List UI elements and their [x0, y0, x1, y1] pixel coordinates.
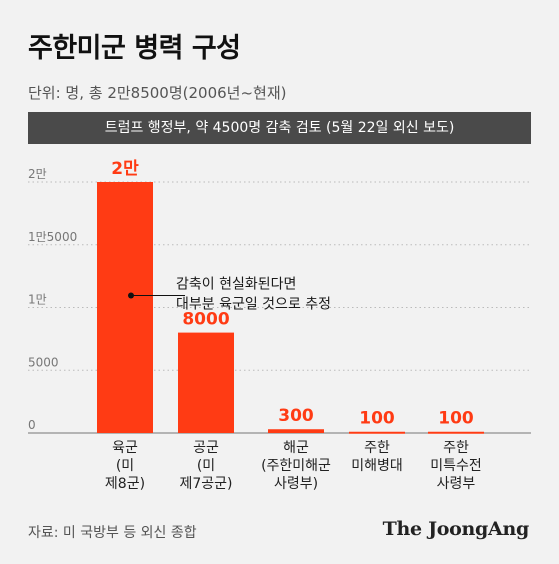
- x-tick-label: (미: [197, 458, 215, 474]
- bar: [428, 431, 484, 434]
- x-tick-label: 공군: [193, 440, 219, 456]
- bar: [268, 429, 324, 433]
- x-tick-label: (주한미해군: [261, 458, 331, 474]
- chart-title: 주한미군 병력 구성: [28, 33, 241, 64]
- data-label: 100: [438, 409, 474, 429]
- y-tick-label: 0: [28, 418, 36, 432]
- x-tick-label: 사령부: [437, 476, 476, 492]
- x-tick-label: 미해병대: [351, 458, 403, 474]
- annotation-text: 감축이 현실화된다면: [176, 277, 296, 293]
- headline-banner: 트럼프 행정부, 약 4500명 감축 검토 (5월 22일 외신 보도): [28, 112, 531, 144]
- source-note: 자료: 미 국방부 등 외신 종합: [28, 525, 197, 541]
- bar: [178, 332, 234, 433]
- y-tick-label: 1만5000: [28, 230, 77, 244]
- data-label: 2만: [111, 159, 139, 179]
- data-label: 100: [359, 409, 395, 429]
- bar: [349, 431, 405, 434]
- x-tick-label: 미특수전: [430, 458, 482, 474]
- data-label: 8000: [182, 310, 229, 330]
- bar: [97, 182, 153, 433]
- x-tick-label: (미: [116, 458, 134, 474]
- y-tick-label: 1만: [28, 293, 47, 307]
- x-tick-label: 해군: [283, 440, 309, 456]
- x-tick-label: 사령부): [274, 476, 318, 492]
- x-tick-label: 육군: [112, 440, 138, 456]
- x-tick-label: 주한: [443, 440, 469, 456]
- publisher-logo: The JoongAng: [382, 518, 530, 540]
- y-tick-label: 2만: [28, 167, 47, 181]
- data-label: 300: [278, 406, 314, 426]
- x-tick-label: 제7공군): [179, 476, 232, 492]
- y-tick-label: 5000: [28, 355, 59, 369]
- unit-note: 단위: 명, 총 2만8500명(2006년~현재): [28, 84, 287, 102]
- x-tick-label: 제8군): [105, 476, 145, 492]
- annotation-text: 대부분 육군일 것으로 추정: [176, 297, 331, 313]
- x-tick-label: 주한: [364, 440, 390, 456]
